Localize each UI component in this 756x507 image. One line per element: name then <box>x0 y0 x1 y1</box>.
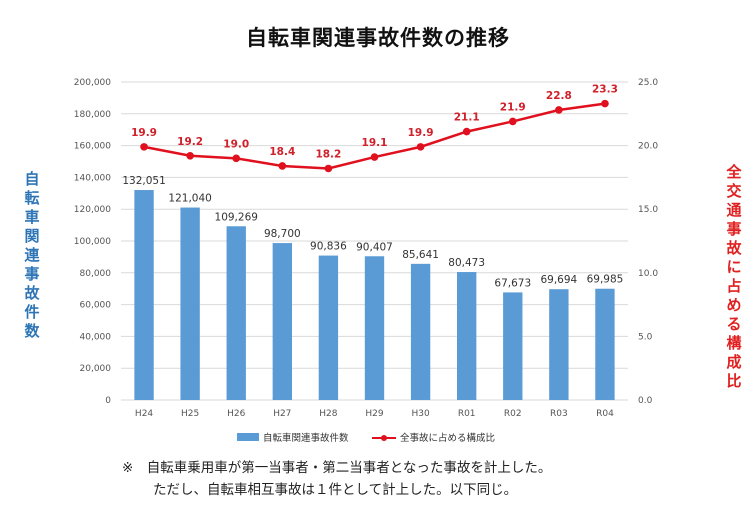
ratio-point <box>416 143 425 151</box>
right-tick-label: 10.0 <box>638 269 658 279</box>
ratio-value-label: 19.9 <box>408 127 434 139</box>
ratio-value-label: 19.9 <box>131 127 157 139</box>
x-tick-label: R03 <box>550 409 568 419</box>
left-tick-label: 140,000 <box>74 173 111 183</box>
bar-value-label: 90,836 <box>310 241 347 253</box>
ratio-point <box>370 153 379 161</box>
legend-bar-swatch <box>237 433 259 441</box>
bar <box>226 226 246 400</box>
footnote-line-1: ※ 自転車乗用車が第一当事者・第二当事者となった事故を計上した。 <box>122 460 552 476</box>
left-tick-label: 80,000 <box>80 269 112 279</box>
x-tick-label: H29 <box>365 409 383 419</box>
ratio-point <box>508 117 517 126</box>
bar-value-label: 98,700 <box>264 228 301 240</box>
left-tick-label: 0 <box>105 396 111 406</box>
bar <box>410 263 431 400</box>
bar <box>364 256 385 400</box>
x-tick-label: H26 <box>227 409 245 419</box>
ratio-point <box>462 127 471 136</box>
bar <box>272 243 292 400</box>
x-tick-label: R02 <box>504 409 522 419</box>
bar-value-label: 90,407 <box>356 241 393 253</box>
footnote-line-2: ただし、自転車相互事故は１件として計上した。以下同じ。 <box>153 482 518 498</box>
ratio-value-label: 19.0 <box>223 138 249 150</box>
ratio-value-label: 18.2 <box>315 148 341 160</box>
bar-value-label: 85,641 <box>402 249 439 261</box>
x-tick-label: H27 <box>273 409 291 419</box>
legend-line-marker <box>381 435 387 441</box>
ratio-value-label: 18.4 <box>269 146 295 158</box>
bar-value-label: 132,051 <box>122 175 165 187</box>
bar <box>318 255 339 400</box>
legend-line-label: 全事故に占める構成比 <box>400 432 495 444</box>
left-axis-label: 自転車関連事故件数 <box>24 170 40 340</box>
left-tick-label: 200,000 <box>74 78 111 88</box>
x-tick-label: H25 <box>181 409 199 419</box>
bar-value-label: 69,694 <box>540 274 577 286</box>
left-tick-label: 20,000 <box>80 364 112 374</box>
ratio-value-label: 21.1 <box>454 112 480 124</box>
ratio-point <box>555 106 563 114</box>
bar <box>503 292 523 400</box>
ratio-point <box>324 164 333 173</box>
ratio-value-label: 19.1 <box>362 137 388 149</box>
left-tick-label: 180,000 <box>74 110 111 120</box>
legend-bar-label: 自転車関連事故件数 <box>263 432 349 444</box>
ratio-value-label: 19.2 <box>177 136 203 148</box>
bar <box>595 288 615 400</box>
left-tick-label: 120,000 <box>74 205 111 215</box>
bar-value-label: 80,473 <box>448 257 485 269</box>
left-tick-label: 40,000 <box>80 332 112 342</box>
bar <box>457 272 477 400</box>
x-tick-label: H30 <box>411 409 429 419</box>
right-tick-label: 25.0 <box>638 78 658 88</box>
ratio-value-label: 23.3 <box>592 84 618 96</box>
ratio-value-label: 21.9 <box>500 101 526 113</box>
ratio-point <box>140 143 148 151</box>
bar <box>549 289 569 400</box>
ratio-point <box>601 99 609 108</box>
bar-value-label: 69,985 <box>587 274 624 286</box>
right-tick-label: 5.0 <box>638 332 653 342</box>
left-tick-label: 160,000 <box>74 142 111 152</box>
x-tick-label: R04 <box>596 409 614 419</box>
left-tick-label: 60,000 <box>80 301 112 311</box>
right-tick-label: 20.0 <box>638 142 658 152</box>
x-tick-label: H28 <box>319 409 337 419</box>
x-tick-label: H24 <box>135 409 153 419</box>
bar-value-label: 67,673 <box>494 277 531 289</box>
right-tick-label: 0.0 <box>638 396 653 406</box>
chart-title: 自転車関連事故件数の推移 <box>246 26 510 50</box>
ratio-point <box>278 162 287 170</box>
x-tick-label: R01 <box>458 409 476 419</box>
bar <box>134 190 154 400</box>
bar-value-label: 121,040 <box>168 193 211 205</box>
ratio-point <box>186 151 194 160</box>
bar <box>180 207 200 400</box>
right-tick-label: 15.0 <box>638 205 658 215</box>
right-axis-label: 全交通事故に占める構成比 <box>726 163 742 390</box>
left-tick-label: 100,000 <box>74 237 111 247</box>
bar-value-label: 109,269 <box>215 211 258 223</box>
ratio-point <box>232 154 241 163</box>
ratio-value-label: 22.8 <box>546 90 572 102</box>
